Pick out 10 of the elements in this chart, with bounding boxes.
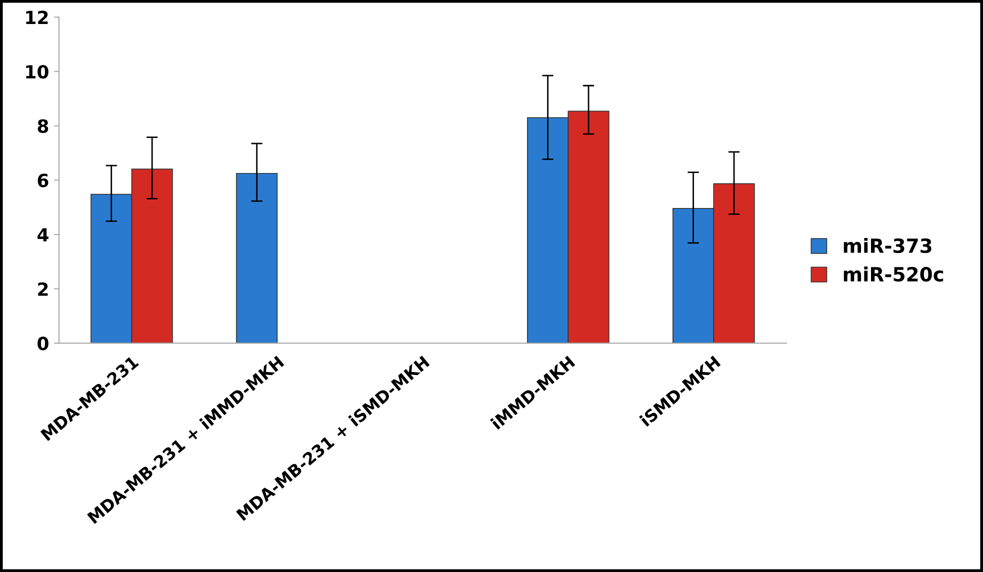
y-tick-label: 4 [38,228,48,242]
y-tick-label: 0 [38,336,48,350]
y-tick-label: 10 [26,64,48,79]
bar [236,172,278,344]
y-tick-label: 12 [26,10,48,24]
y-tick-label: 6 [38,174,48,188]
y-tick-label: 2 [38,282,48,296]
legend-label: miR-373 [844,238,932,254]
y-tick-label: 8 [38,119,48,133]
legend-label: miR-520c [844,266,944,282]
